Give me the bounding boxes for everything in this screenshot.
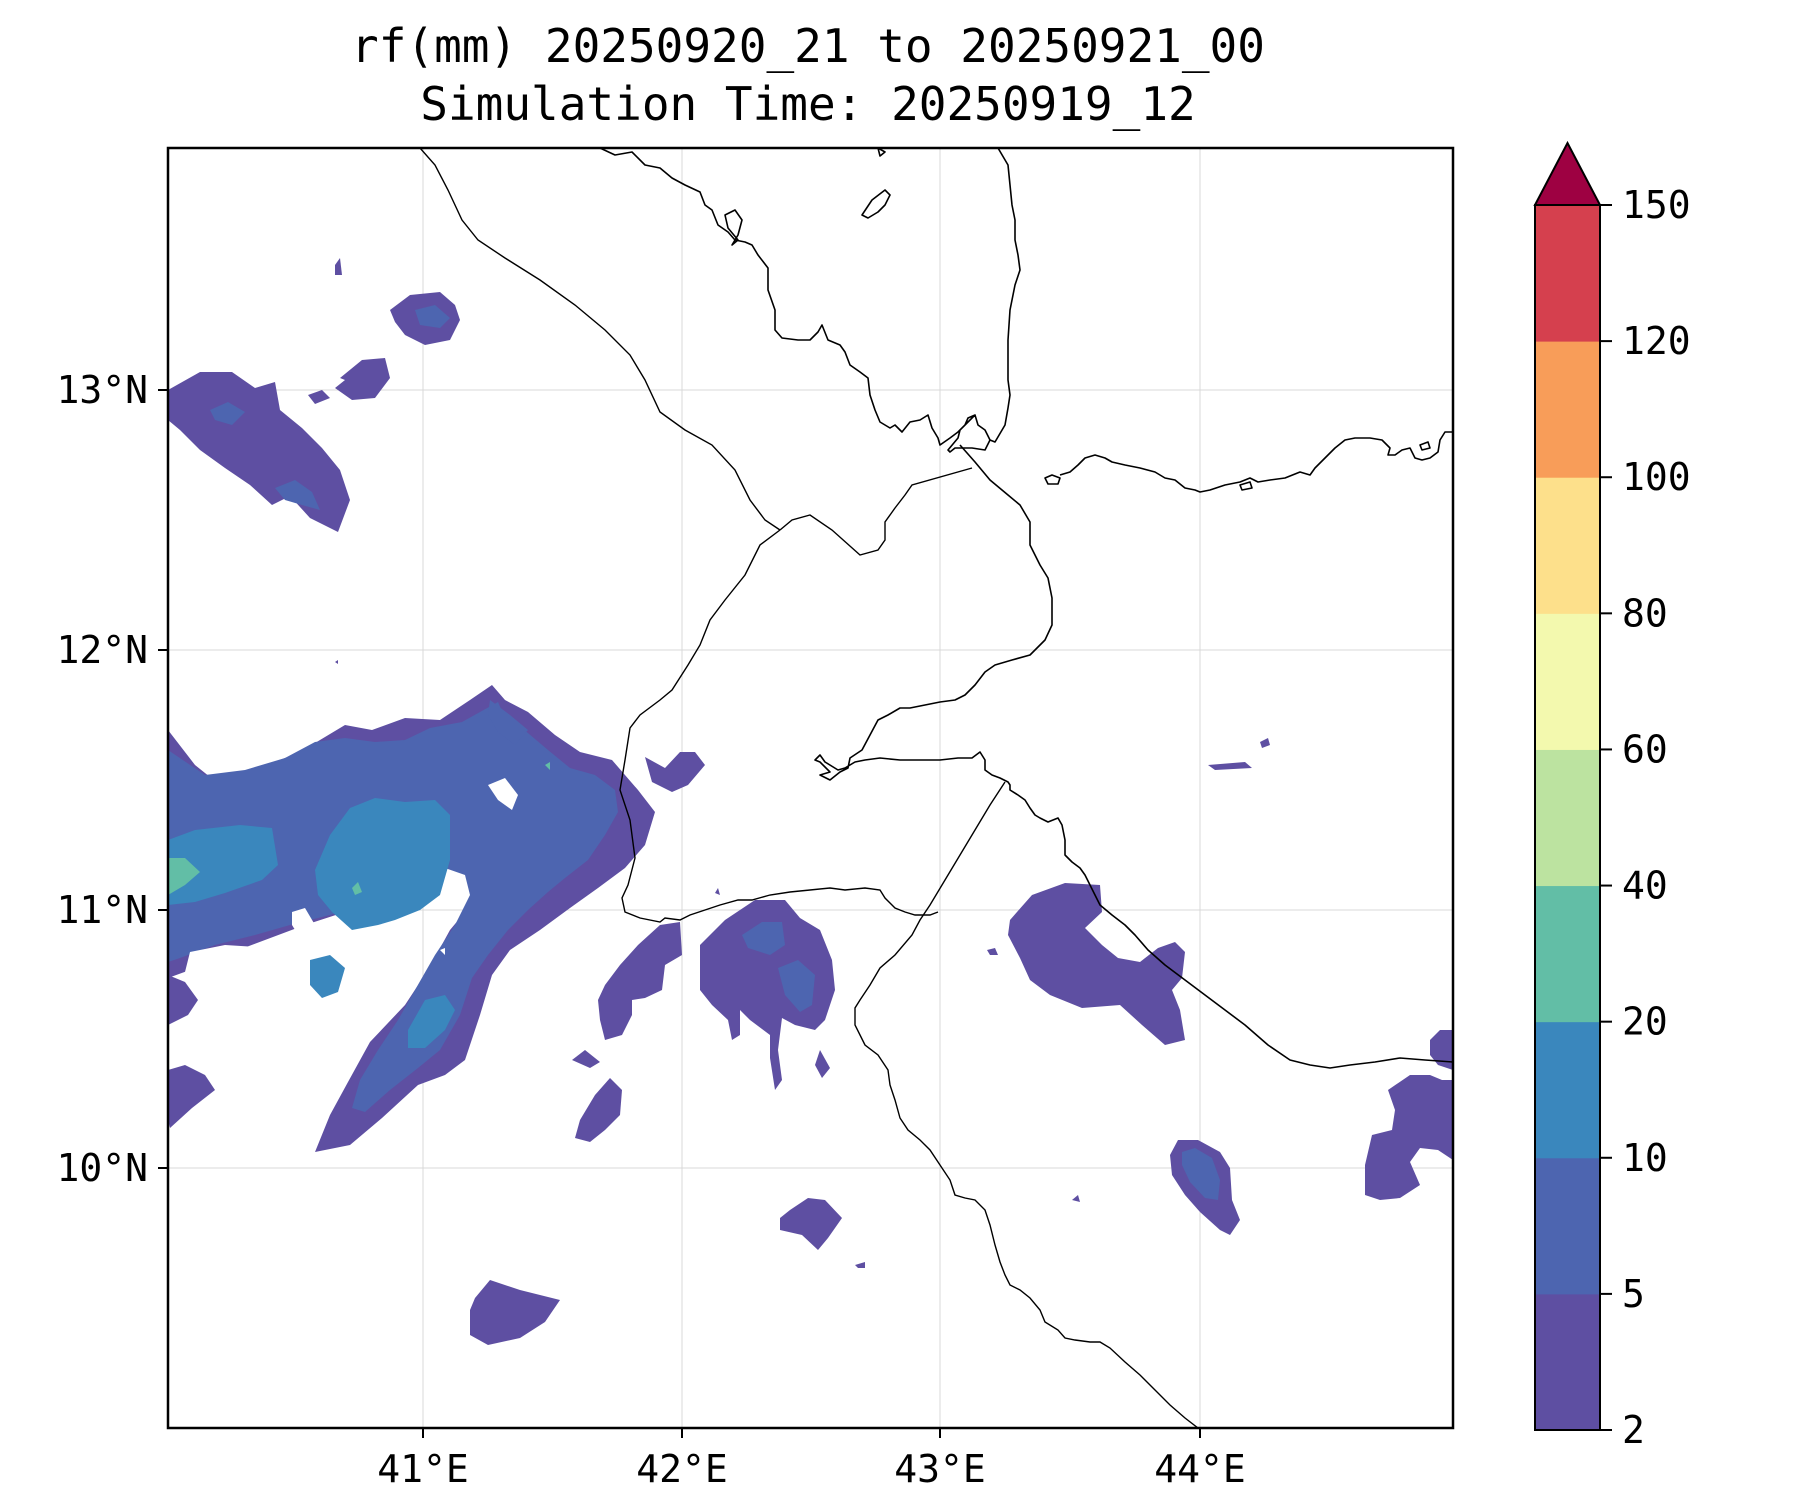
- colorbar-tick-label: 10: [1622, 1136, 1668, 1180]
- colorbar-tick-label: 80: [1622, 591, 1668, 635]
- lon-tick-label: 42°E: [636, 1447, 728, 1491]
- map-title-line2: Simulation Time: 20250919_12: [420, 77, 1195, 131]
- lat-tick-label: 12°N: [56, 628, 148, 672]
- colorbar-extend-arrow: [1533, 140, 1602, 206]
- colorbar-tick-label: 150: [1622, 183, 1691, 227]
- lon-tick-label: 44°E: [1154, 1447, 1246, 1491]
- colorbar-tick-label: 120: [1622, 319, 1691, 363]
- colorbar-segment: [1535, 613, 1600, 750]
- map-panel: 13°N 12°N 11°N 10°N 41°E 42°E 43°E 44°E: [56, 146, 1455, 1491]
- colorbar-segment: [1535, 749, 1600, 887]
- map-title-line1: rf(mm) 20250920_21 to 20250921_00: [351, 19, 1265, 73]
- lon-tick-label: 41°E: [377, 1447, 469, 1491]
- colorbar-segment: [1535, 885, 1600, 1023]
- colorbar-tick-label: 2: [1622, 1408, 1645, 1452]
- colorbar-segment: [1535, 1021, 1600, 1159]
- map-frame: [166, 146, 1455, 1430]
- colorbar-frame: [1534, 204, 1601, 1431]
- colorbar-tick-label: 20: [1622, 1000, 1668, 1044]
- coastlines: [599, 148, 1453, 1069]
- colorbar-segment: [1535, 1157, 1600, 1295]
- lat-tick-label: 13°N: [56, 368, 148, 412]
- country-borders: [419, 148, 1199, 1428]
- colorbar-tick-label: 60: [1622, 727, 1668, 771]
- colorbar-tick-label: 100: [1622, 455, 1691, 499]
- rainfall-contours-20-40mm: [168, 762, 550, 895]
- colorbar-segment: [1535, 205, 1600, 342]
- rainfall-gaps: [185, 778, 518, 980]
- colorbar: 2 5 10 20 40 60 80 100 120 150: [1533, 140, 1691, 1452]
- longitude-axis: 41°E 42°E 43°E 44°E: [377, 1428, 1246, 1491]
- colorbar-segment: [1535, 341, 1600, 478]
- colorbar-tick-label: 40: [1622, 864, 1668, 908]
- colorbar-tick-label: 5: [1622, 1272, 1645, 1316]
- lon-tick-label: 43°E: [894, 1447, 986, 1491]
- colorbar-segment: [1535, 477, 1600, 614]
- lat-tick-label: 10°N: [56, 1146, 148, 1190]
- latitude-axis: 13°N 12°N 11°N 10°N: [56, 368, 168, 1190]
- lat-tick-label: 11°N: [56, 888, 148, 932]
- colorbar-segment: [1535, 1293, 1600, 1431]
- gridlines: [168, 148, 1453, 1428]
- rainfall-contours-10-20mm: [168, 798, 455, 1048]
